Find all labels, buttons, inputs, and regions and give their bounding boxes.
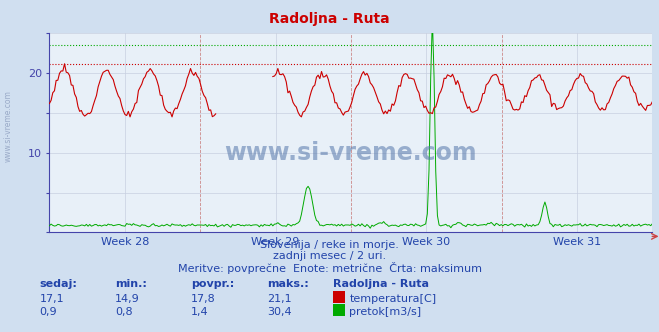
Text: maks.:: maks.:	[267, 279, 308, 289]
Text: Slovenija / reke in morje.: Slovenija / reke in morje.	[260, 240, 399, 250]
Text: 0,9: 0,9	[40, 307, 57, 317]
Text: Radoljna - Ruta: Radoljna - Ruta	[269, 12, 390, 26]
Text: 17,1: 17,1	[40, 294, 64, 304]
Text: temperatura[C]: temperatura[C]	[349, 294, 436, 304]
Text: povpr.:: povpr.:	[191, 279, 235, 289]
Text: 0,8: 0,8	[115, 307, 133, 317]
Text: www.si-vreme.com: www.si-vreme.com	[3, 90, 13, 162]
Text: 30,4: 30,4	[267, 307, 291, 317]
Text: www.si-vreme.com: www.si-vreme.com	[225, 141, 477, 165]
Text: 14,9: 14,9	[115, 294, 140, 304]
Text: Meritve: povprečne  Enote: metrične  Črta: maksimum: Meritve: povprečne Enote: metrične Črta:…	[177, 262, 482, 274]
Text: pretok[m3/s]: pretok[m3/s]	[349, 307, 421, 317]
Text: min.:: min.:	[115, 279, 147, 289]
Text: sedaj:: sedaj:	[40, 279, 77, 289]
Text: 1,4: 1,4	[191, 307, 209, 317]
Text: 17,8: 17,8	[191, 294, 216, 304]
Text: 21,1: 21,1	[267, 294, 291, 304]
Text: zadnji mesec / 2 uri.: zadnji mesec / 2 uri.	[273, 251, 386, 261]
Text: Radoljna - Ruta: Radoljna - Ruta	[333, 279, 429, 289]
